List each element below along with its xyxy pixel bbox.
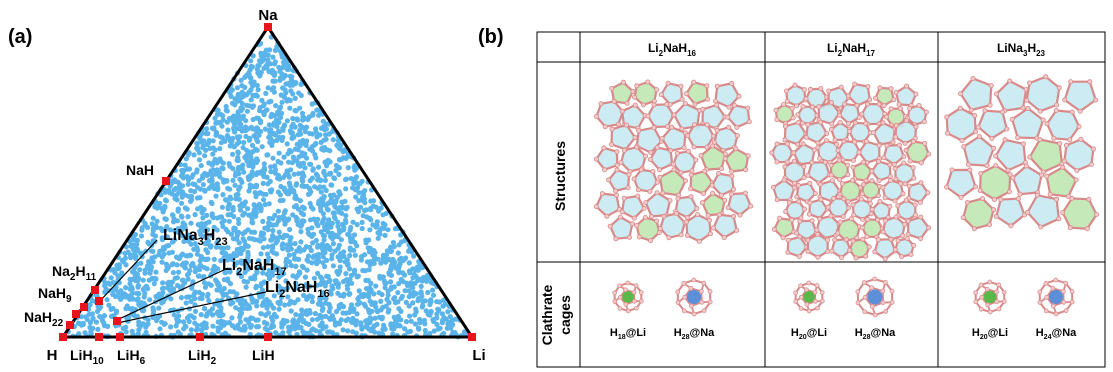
- phase-label-na2h11: Na2H11: [52, 263, 97, 283]
- phase-label-lih10: LiH10: [70, 347, 104, 367]
- row-label-structures: Structures: [552, 141, 568, 211]
- cage-3: [793, 280, 825, 314]
- stable-phase-markers: [59, 23, 476, 341]
- structures-table: [536, 31, 1106, 368]
- vertex-h: H: [47, 347, 58, 364]
- column-header-2: Li2NaH17: [827, 41, 876, 58]
- cage-labels: H18@Li H28@Na H20@Li H28@Na H20@Li H24@Na: [610, 327, 1077, 341]
- row-label-clathrate: Clathrate: [539, 284, 555, 345]
- phase-label-lih6: LiH6: [117, 347, 146, 367]
- crystal-structure-images: [593, 74, 1100, 262]
- cage-label-2: H28@Na: [674, 327, 715, 341]
- cage-5: [973, 279, 1007, 315]
- vertex-na: Na: [258, 7, 278, 24]
- panel-a-label: (a): [8, 26, 32, 48]
- structure-li2nah17: [769, 81, 932, 262]
- panel-b-label: (b): [478, 26, 504, 48]
- column-header-1: Li2NaH16: [648, 41, 697, 58]
- structure-lina3h23: [944, 74, 1100, 232]
- phase-label-nah9: NaH9: [38, 285, 72, 305]
- cage-label-5: H20@Li: [972, 327, 1008, 341]
- phase-label-nah22: NaH22: [24, 309, 64, 329]
- callout-li2nah16: Li2NaH16: [265, 279, 330, 300]
- cage-1: [612, 280, 644, 314]
- phase-label-nah: NaH: [126, 162, 154, 178]
- column-header-3: LiNa3H23: [997, 41, 1046, 58]
- phase-diagram-points: [65, 34, 470, 340]
- cage-4: [855, 276, 895, 318]
- cage-6: [1037, 277, 1075, 317]
- structure-li2nah16: [593, 79, 754, 244]
- column-headers: Li2NaH16 Li2NaH17 LiNa3H23: [648, 41, 1046, 58]
- row-label-cages: cages: [557, 295, 573, 335]
- phase-label-lih2: LiH2: [188, 347, 217, 367]
- callout-lines: [98, 239, 267, 324]
- cage-label-6: H24@Na: [1036, 327, 1077, 341]
- cage-label-3: H20@Li: [791, 327, 827, 341]
- phase-label-lih: LiH: [252, 347, 275, 363]
- cage-label-4: H28@Na: [855, 327, 896, 341]
- callout-lina3h23: LiNa3H23: [163, 227, 228, 248]
- vertex-li: Li: [472, 347, 485, 364]
- cage-2: [675, 277, 713, 317]
- clathrate-cage-images: [612, 276, 1075, 318]
- callout-li2nah17: Li2NaH17: [222, 257, 287, 278]
- cage-label-1: H18@Li: [610, 327, 646, 341]
